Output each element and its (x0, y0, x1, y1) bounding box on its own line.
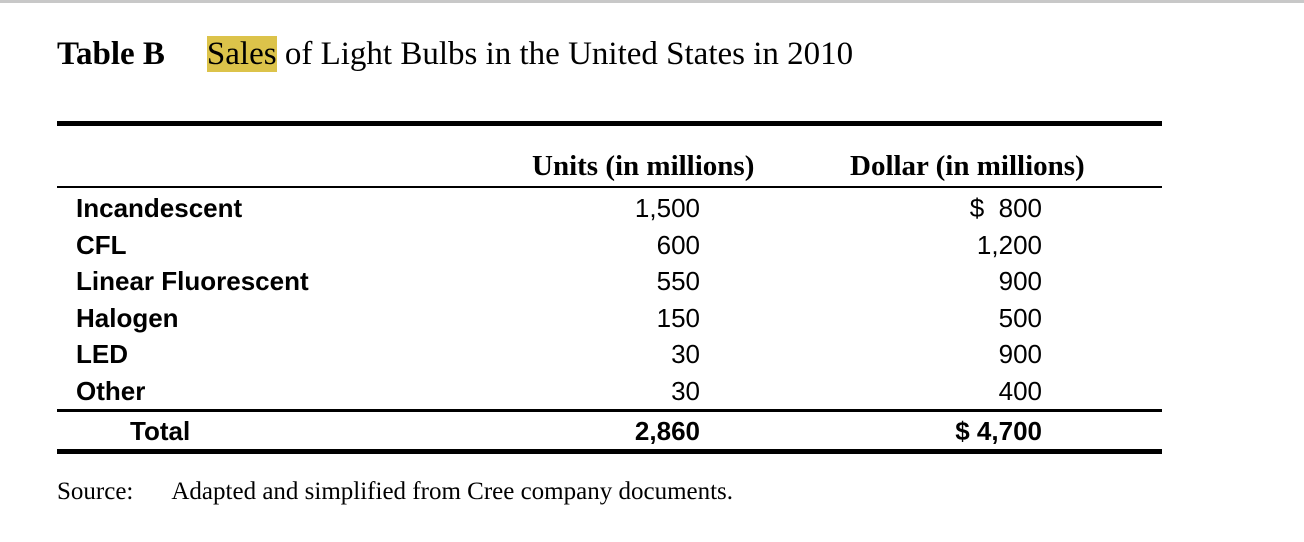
title-text: of Light Bulbs in the United States in 2… (276, 36, 854, 72)
table-title: Table B Sales of Light Bulbs in the Unite… (57, 36, 853, 73)
table-row: Halogen 150 500 (57, 300, 1162, 336)
row-dollars: 500 (998, 302, 1042, 333)
row-units: 1,500 (634, 193, 700, 223)
row-units: 150 (656, 302, 700, 333)
header-dollars: Dollar (in millions) (850, 150, 1085, 182)
row-name: Other (76, 375, 146, 406)
source-text: Adapted and simplified from Cree company… (171, 478, 734, 505)
row-dollars: $ 800 (969, 193, 1042, 223)
table-row: Other 30 400 (57, 373, 1162, 409)
highlighted-word: Sales (206, 36, 277, 72)
table-row: Incandescent 1,500 $ 800 (57, 190, 1162, 226)
row-units: 30 (671, 375, 700, 406)
source-note: Source: Adapted and simplified from Cree … (57, 478, 733, 506)
total-row: Total 2,860 $ 4,700 (57, 413, 1162, 449)
row-units: 30 (671, 339, 700, 369)
total-dollars: $ 4,700 (955, 416, 1042, 446)
total-rule (57, 409, 1162, 412)
row-name: LED (76, 339, 128, 369)
table-label: Table B (57, 36, 165, 72)
table-row: LED 30 900 (57, 336, 1162, 372)
row-units: 600 (656, 229, 700, 260)
page-top-border (0, 0, 1304, 3)
row-dollars: 900 (998, 266, 1042, 296)
row-dollars: 400 (998, 375, 1042, 406)
total-units: 2,860 (634, 416, 700, 446)
bottom-rule (57, 449, 1162, 454)
table-row: Linear Fluorescent 550 900 (57, 263, 1162, 299)
top-rule (57, 121, 1162, 126)
row-name: Incandescent (76, 193, 243, 223)
row-dollars: 1,200 (976, 229, 1042, 260)
row-name: Halogen (76, 302, 179, 333)
row-units: 550 (656, 266, 700, 296)
row-name: Linear Fluorescent (76, 266, 309, 296)
table-row: CFL 600 1,200 (57, 227, 1162, 263)
total-label: Total (130, 416, 191, 446)
row-dollars: 900 (998, 339, 1042, 369)
header-rule (57, 186, 1162, 188)
source-label: Source: (57, 478, 134, 505)
header-units: Units (in millions) (532, 150, 755, 182)
row-name: CFL (76, 229, 127, 260)
